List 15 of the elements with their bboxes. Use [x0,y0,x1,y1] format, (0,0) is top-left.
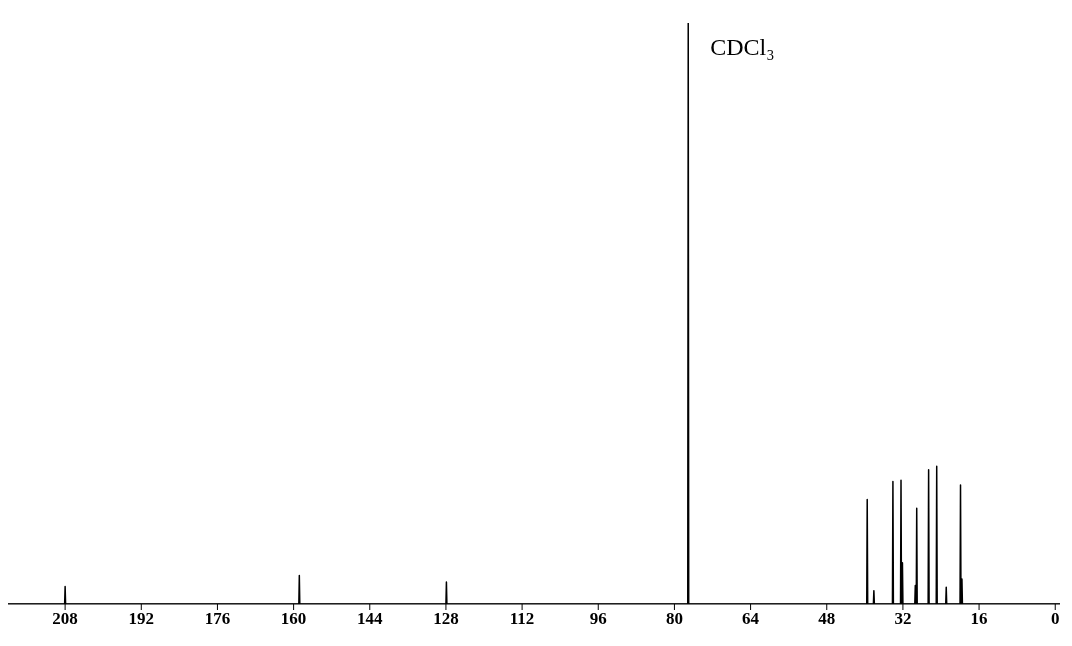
x-tick-label: 144 [357,609,384,629]
x-tick-label: 96 [589,609,607,629]
x-tick-label: 32 [894,609,912,629]
annotation: CDCl₃ [710,34,775,60]
x-tick-label: 16 [970,609,988,629]
x-tick-label: 64 [742,609,760,629]
x-tick-label: 192 [128,609,155,629]
x-tick-label: 128 [433,609,459,629]
x-tick-label: 0 [1050,609,1060,629]
x-tick-label: 80 [665,609,683,629]
x-tick-label: 208 [52,609,78,629]
x-tick-label: 160 [280,609,307,629]
x-tick-label: 176 [204,609,231,629]
x-tick-label: 48 [818,609,836,629]
x-tick-label: 112 [509,609,535,629]
